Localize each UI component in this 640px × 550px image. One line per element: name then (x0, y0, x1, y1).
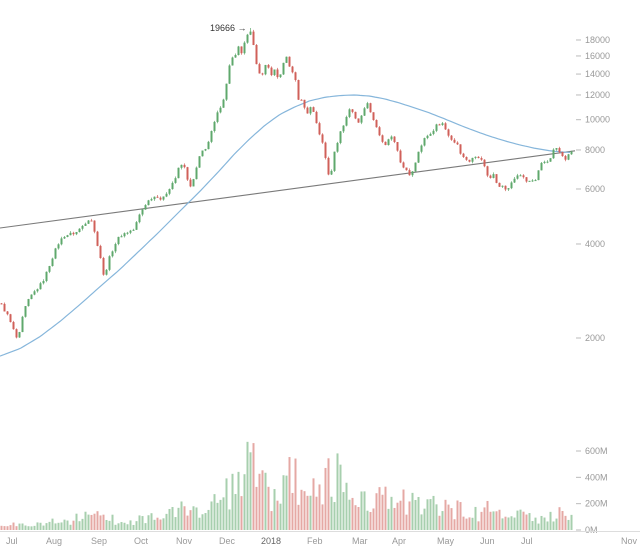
svg-text:Nov: Nov (621, 536, 638, 546)
svg-text:Sep: Sep (91, 536, 107, 546)
x-axis-labels: Jul Aug Sep Oct Nov Dec 2018 Feb Mar Apr May Jun Jul… (6, 536, 638, 546)
svg-text:Aug: Aug (46, 536, 62, 546)
price-axis-labels: 18000 16000 14000 12000 10000 8000 6000 4000 200… (576, 35, 610, 343)
svg-text:Jun: Jun (480, 536, 495, 546)
volume-axis-labels: 600M 400M 200M 0M (576, 446, 608, 535)
svg-text:19666 →: 19666 → (210, 23, 247, 33)
svg-text:0M: 0M (585, 525, 598, 535)
svg-text:10000: 10000 (585, 115, 610, 125)
trendline (0, 150, 576, 229)
plot-area[interactable] (0, 0, 575, 530)
svg-text:8000: 8000 (585, 145, 605, 155)
moving-average-line (0, 94, 571, 357)
svg-text:Jul: Jul (521, 536, 533, 546)
svg-text:2000: 2000 (585, 333, 605, 343)
svg-text:2018: 2018 (261, 536, 281, 546)
peak-annotation: 19666 → (210, 23, 247, 33)
svg-text:200M: 200M (585, 499, 608, 509)
svg-text:May: May (437, 536, 455, 546)
svg-text:18000: 18000 (585, 35, 610, 45)
svg-text:Feb: Feb (307, 536, 323, 546)
volume-bars (0, 441, 573, 530)
svg-text:12000: 12000 (585, 90, 610, 100)
svg-text:Jul: Jul (6, 536, 18, 546)
svg-text:Apr: Apr (392, 536, 406, 546)
svg-text:Nov: Nov (176, 536, 193, 546)
svg-text:Mar: Mar (352, 536, 368, 546)
svg-text:Dec: Dec (219, 536, 236, 546)
svg-text:16000: 16000 (585, 51, 610, 61)
svg-text:4000: 4000 (585, 239, 605, 249)
svg-text:400M: 400M (585, 472, 608, 482)
svg-text:600M: 600M (585, 446, 608, 456)
svg-text:6000: 6000 (585, 184, 605, 194)
svg-text:14000: 14000 (585, 69, 610, 79)
svg-text:Oct: Oct (134, 536, 149, 546)
candles-layer (0, 27, 573, 339)
